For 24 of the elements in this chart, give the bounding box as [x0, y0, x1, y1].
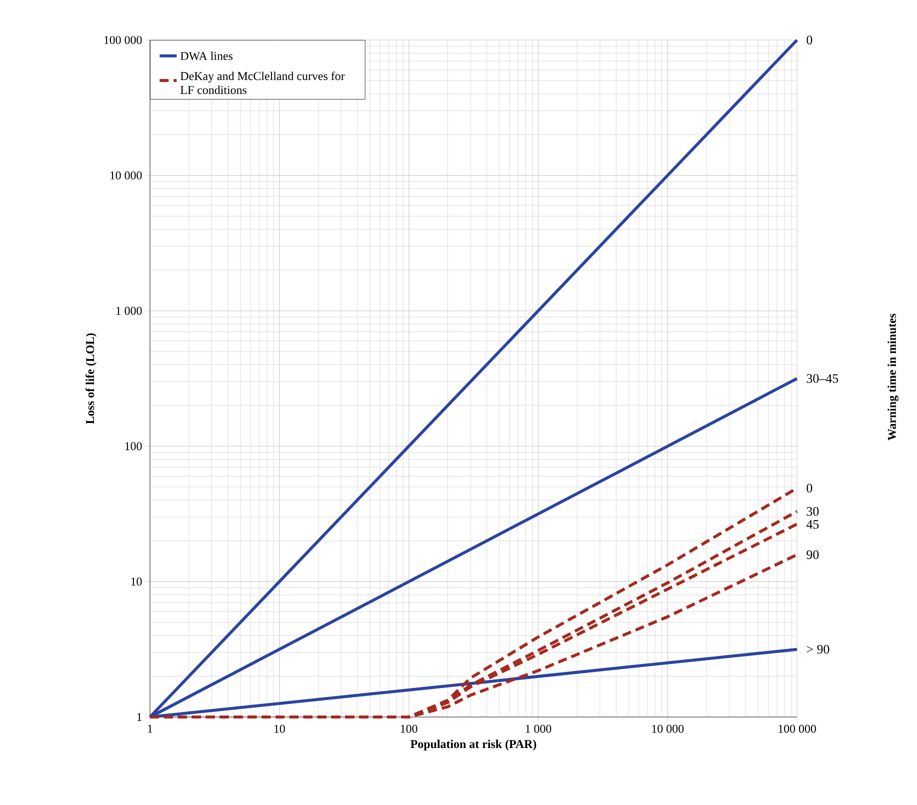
- x-tick-label: 100: [400, 724, 418, 733]
- x-axis-title: Population at risk (PAR): [410, 740, 536, 751]
- text: 45: [806, 520, 819, 529]
- text: 0: [806, 484, 812, 492]
- y-axis-title: Loss of life (LOL): [86, 333, 97, 424]
- text: > 90: [806, 644, 830, 654]
- legend-label: DeKay and McClelland curves for LF conditions: [180, 72, 345, 94]
- x-tick-label: 100 000: [778, 724, 816, 733]
- y-tick-label: 100: [125, 442, 142, 450]
- y-tick-label: 10 000: [110, 171, 142, 180]
- text: Warning time in minutes: [888, 314, 898, 440]
- x-tick-label: 10 000: [652, 724, 684, 733]
- text: 90: [806, 550, 819, 560]
- x-tick-label: 1: [148, 724, 152, 733]
- y-tick-label: 10: [131, 578, 142, 586]
- x-tick-label: 1 000: [526, 724, 552, 733]
- y-tick-label: 100 000: [104, 36, 142, 44]
- legend-label: DWA lines: [180, 52, 233, 60]
- text: 30: [806, 507, 819, 516]
- y-tick-label: 1: [137, 713, 142, 721]
- text: 30–45: [806, 374, 838, 383]
- text: 0: [806, 36, 812, 44]
- y-tick-label: 1 000: [116, 306, 142, 315]
- x-tick-label: 10: [274, 724, 285, 733]
